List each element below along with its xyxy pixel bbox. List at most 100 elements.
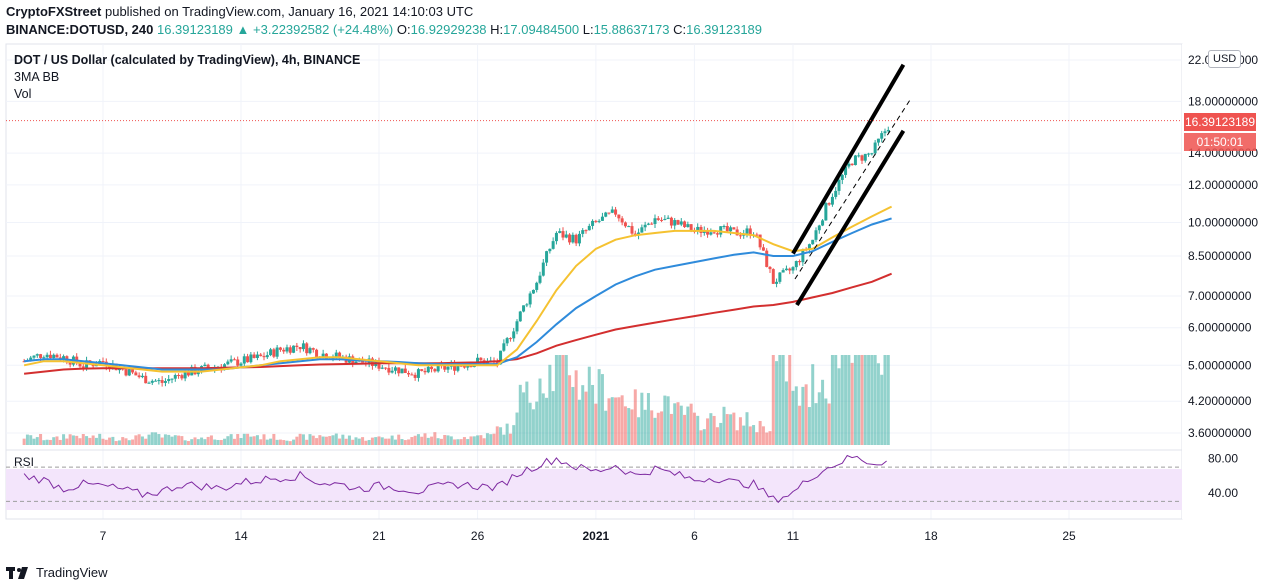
volume-bar [794,386,798,445]
candle [180,375,184,379]
candle [338,352,342,358]
volume-bar [22,438,26,445]
volume-bar [472,436,476,445]
volume-bar [847,355,851,445]
candle [541,262,545,276]
currency-button[interactable]: USD [1208,50,1242,68]
candle [607,212,611,214]
candle [462,366,466,368]
candle [229,359,233,362]
candle [870,153,874,155]
candle [768,266,772,270]
volume-bar [614,397,618,445]
candle [561,231,565,238]
close-value: 16.39123189 [686,22,763,37]
candle [397,367,401,374]
volume-bar [285,440,289,445]
footer: TradingView [6,565,108,580]
volume-bar [748,426,752,445]
indicator-bb[interactable]: 3MA BB [14,70,60,84]
candle [45,354,49,358]
ohlc-bar: BINANCE:DOTUSD, 240 16.39123189 ▲ +3.223… [6,22,762,37]
volume-bar [508,433,512,445]
volume-bar [298,433,302,445]
candle [134,372,138,376]
volume-bar [518,384,522,445]
volume-bar [683,414,687,445]
volume-bar [311,435,315,445]
candle [52,354,56,359]
bar-countdown: 01:50:01 [1184,133,1256,151]
volume-bar [223,438,227,445]
volume-bar [206,436,210,445]
volume-bar [525,381,529,445]
candle [788,268,792,271]
candle [446,366,450,370]
volume-bar [410,437,414,445]
volume-bar [338,438,342,445]
candle [821,220,825,226]
candle [193,366,197,375]
volume-bar [633,389,637,445]
volume-bar [719,422,723,445]
volume-bar [282,440,286,445]
candle [433,369,437,372]
volume-bar [679,405,683,445]
publisher-header: CryptoFXStreet published on TradingView.… [6,4,473,19]
volume-bar [660,411,664,445]
volume-bar [173,435,177,445]
price-tick-label: 6.00000000 [1188,321,1252,335]
candle [154,380,158,382]
volume-bar [114,441,118,445]
volume-bar [62,434,66,445]
volume-bar [364,440,368,445]
candle [269,349,273,356]
volume-bar [811,364,815,445]
candle [170,378,174,380]
time-tick-label: 21 [372,529,386,543]
candle [827,203,831,205]
volume-bar [729,414,733,445]
candle [311,348,315,350]
channel-lower-line [795,129,906,307]
indicator-vol[interactable]: Vol [14,87,32,101]
candle [656,218,660,220]
candle [850,163,854,166]
volume-bar [183,440,187,445]
candle [423,370,427,373]
rsi-line [23,454,887,504]
candle [499,350,503,365]
volume-bar [65,438,69,445]
volume-bar [821,379,825,445]
candle [811,239,815,245]
price-tick-label: 7.00000000 [1188,289,1252,303]
candle [604,212,608,217]
candle [640,227,644,233]
candle [706,230,710,235]
candle [840,174,844,180]
volume-bar [403,440,407,445]
volume-bar [390,435,394,445]
volume-bar [643,409,647,445]
volume-bar [334,433,338,445]
candle [436,364,440,372]
candle [614,209,618,215]
volume-bar [186,441,190,445]
volume-bar [788,355,792,445]
volume-bar [393,439,397,445]
candle [554,232,558,242]
candle [407,373,411,375]
volume-bar [801,386,805,445]
candle [282,349,286,352]
volume-bar [45,439,49,445]
volume-bar [104,439,108,445]
candle [29,357,33,361]
volume-bar [190,439,194,445]
candle [663,218,667,220]
candle [863,153,867,161]
rsi-label: RSI [14,455,34,469]
candle [781,270,785,273]
candle [837,179,841,191]
volume-bar [702,429,706,445]
